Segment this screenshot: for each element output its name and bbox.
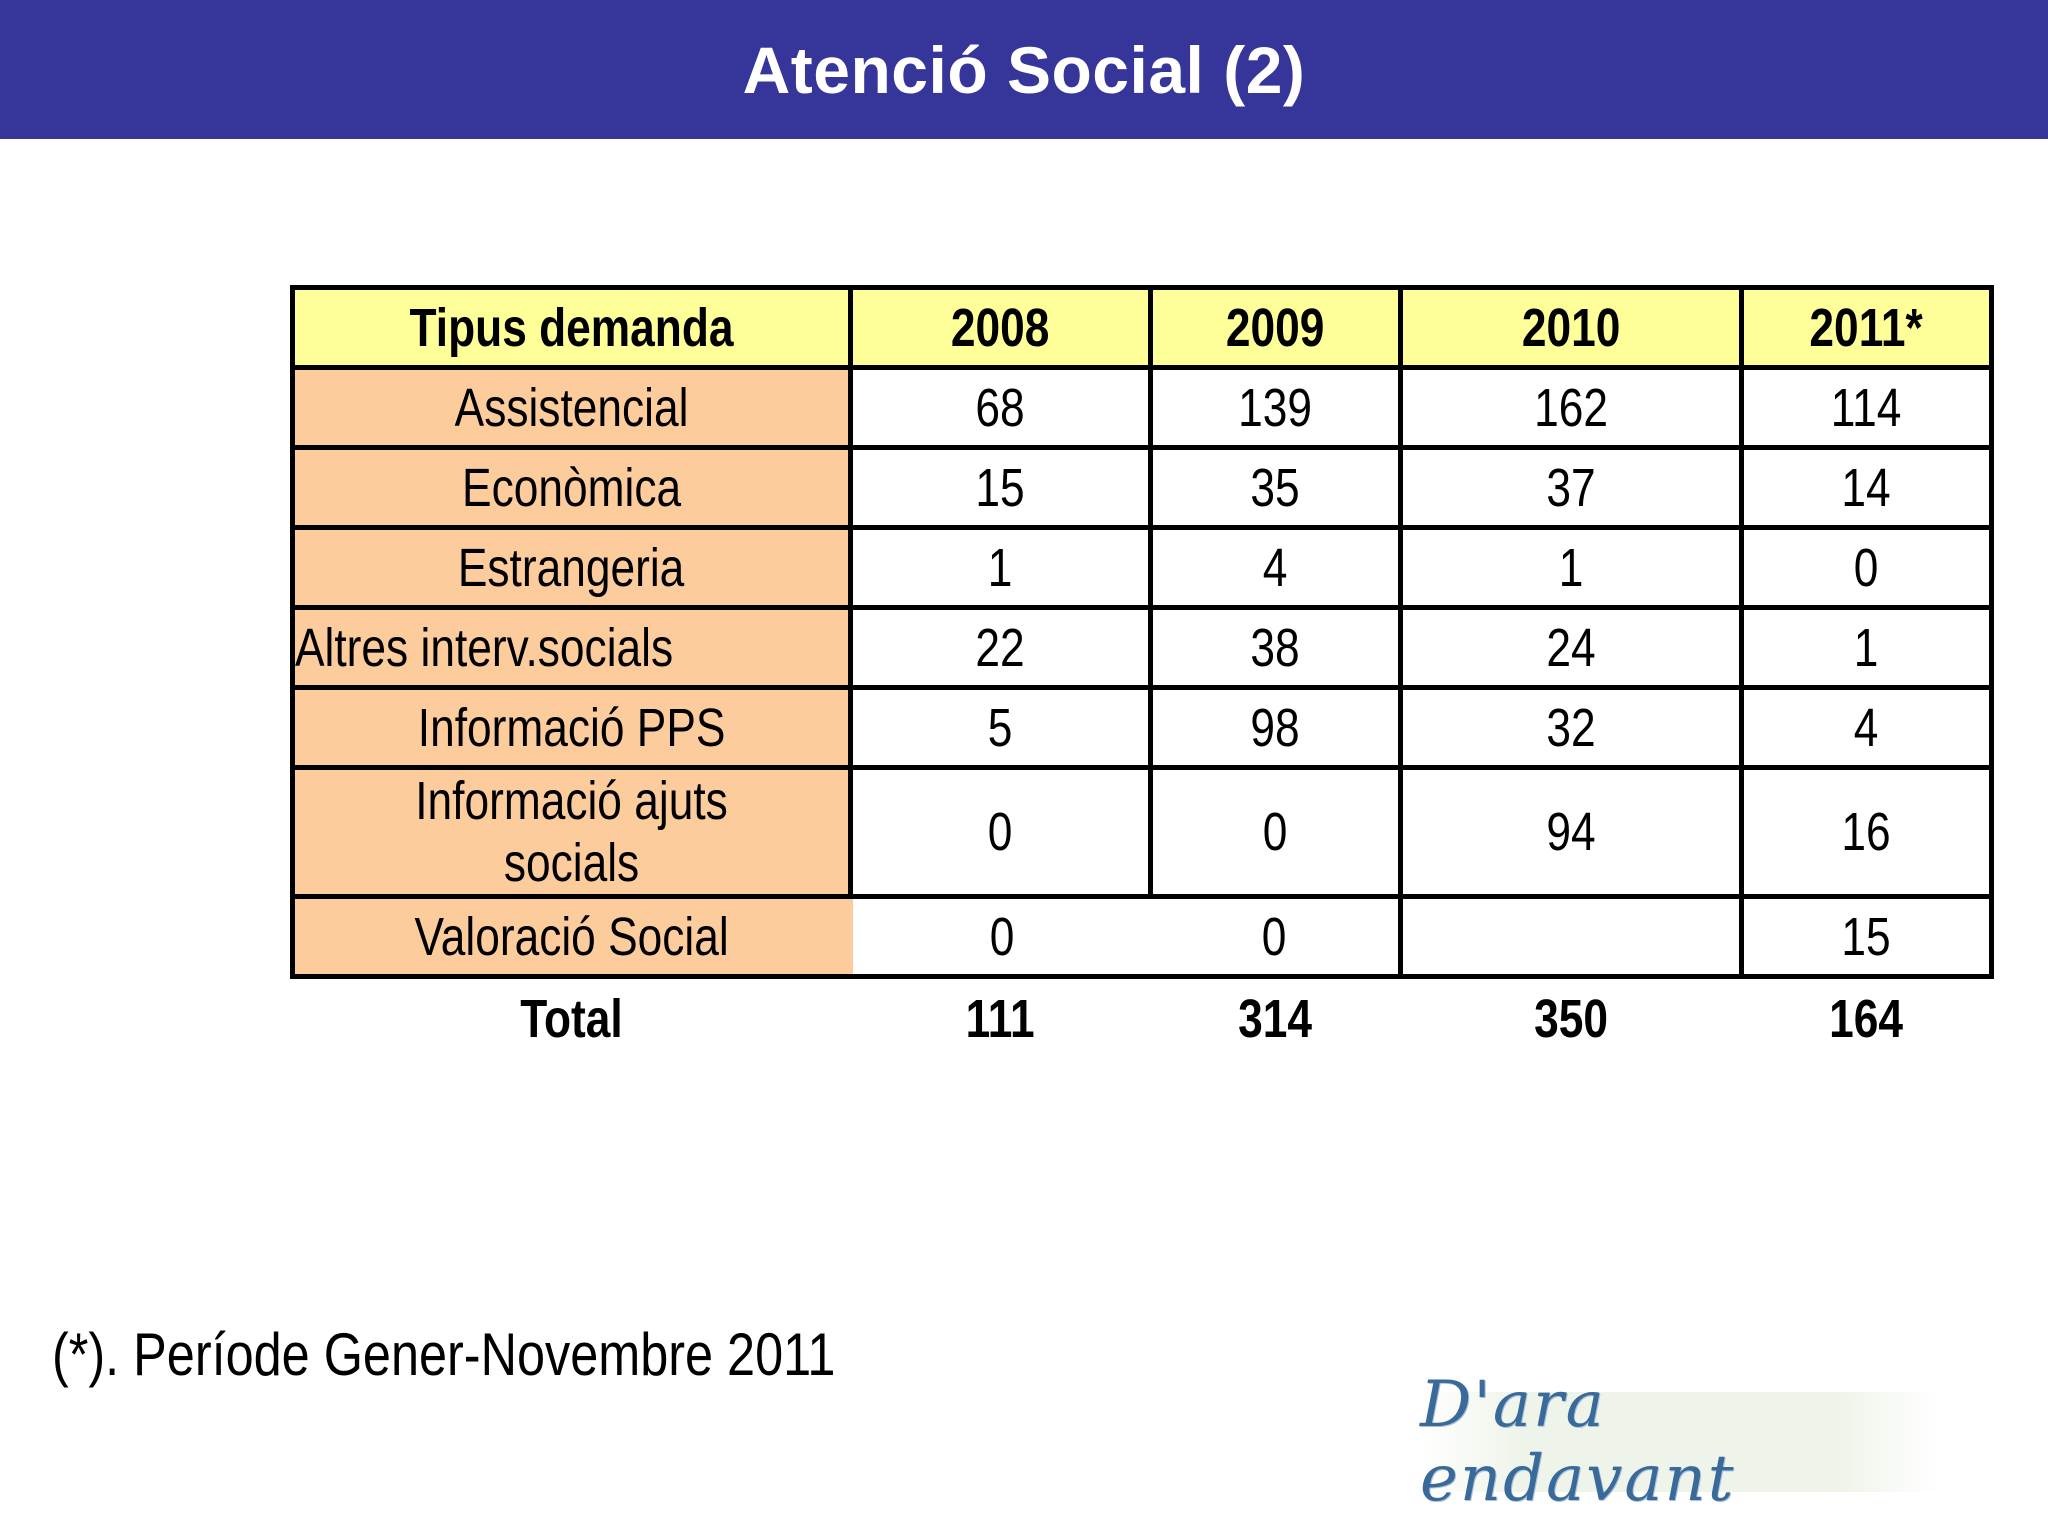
table-cell: 162 — [1398, 365, 1744, 450]
column-header-2009: 2009 — [1148, 285, 1403, 370]
table-cell: 4 — [1739, 685, 1994, 770]
row-label: Econòmica — [290, 445, 853, 530]
row-label: Informació ajuts socials — [290, 765, 853, 899]
table-cell: 16 — [1739, 765, 1994, 899]
logo: D'ara endavant — [1420, 1368, 1940, 1516]
table-cell: 0 — [1150, 894, 1403, 979]
table-cell: 0 — [848, 894, 1151, 979]
table-cell: 98 — [1148, 685, 1403, 770]
table-cell: 4 — [1148, 525, 1403, 610]
total-cell: 164 — [1829, 989, 1904, 1049]
table-cell: 37 — [1398, 445, 1744, 530]
table-row: Informació ajuts socials 0 0 94 16 — [290, 765, 1994, 899]
table-cell: 1 — [848, 525, 1153, 610]
data-table: Tipus demanda 2008 2009 2010 2011* Assis… — [290, 285, 1994, 1059]
table-row: Assistencial 68 139 162 114 — [290, 365, 1994, 450]
table-row: Econòmica 15 35 37 14 — [290, 445, 1994, 530]
table-cell: 0 — [1739, 525, 1994, 610]
table-cell: 94 — [1398, 765, 1744, 899]
table-cell: 24 — [1398, 605, 1744, 690]
table-row: Altres interv.socials 22 38 24 1 — [290, 605, 1994, 690]
table-row: Valoració Social 0 0 15 — [290, 894, 1994, 979]
column-header-2011: 2011* — [1739, 285, 1994, 370]
total-row: Total 111 314 350 164 — [293, 977, 1992, 1060]
total-cell: 350 — [1534, 989, 1608, 1049]
table-cell: 5 — [848, 685, 1153, 770]
column-header-2010: 2010 — [1398, 285, 1744, 370]
table-cell: 22 — [848, 605, 1153, 690]
row-label: Estrangeria — [290, 525, 853, 610]
table-cell: 14 — [1739, 445, 1994, 530]
table-cell: 1 — [1398, 525, 1744, 610]
table-cell: 0 — [848, 765, 1153, 899]
table-row: Estrangeria 1 4 1 0 — [290, 525, 1994, 610]
total-label: Total — [520, 989, 623, 1049]
row-label: Assistencial — [290, 365, 853, 450]
page-title: Atenció Social (2) — [742, 32, 1306, 107]
logo-text: D'ara endavant — [1420, 1368, 1736, 1516]
table-cell: 1 — [1739, 605, 1994, 690]
total-cell: 111 — [965, 989, 1035, 1049]
column-header-2008: 2008 — [848, 285, 1153, 370]
table-cell: 35 — [1148, 445, 1403, 530]
table-cell: 0 — [1148, 765, 1403, 899]
total-cell: 314 — [1238, 989, 1313, 1049]
table-header-row: Tipus demanda 2008 2009 2010 2011* — [290, 285, 1994, 370]
table-cell: 15 — [1739, 894, 1994, 979]
table-cell: 32 — [1398, 685, 1744, 770]
table-cell: 15 — [848, 445, 1153, 530]
data-table-container: Tipus demanda 2008 2009 2010 2011* Assis… — [290, 285, 1994, 1059]
table-cell — [1398, 894, 1744, 979]
row-label: Valoració Social — [290, 894, 853, 979]
column-header-tipus: Tipus demanda — [290, 285, 853, 370]
table-cell: 114 — [1739, 365, 1994, 450]
table-cell: 38 — [1148, 605, 1403, 690]
title-bar: Atenció Social (2) — [0, 0, 2048, 139]
row-label: Altres interv.socials — [290, 605, 853, 690]
table-cell: 139 — [1148, 365, 1403, 450]
footnote: (*). Període Gener-Novembre 2011 — [52, 1321, 836, 1388]
table-cell: 68 — [848, 365, 1153, 450]
table-row: Informació PPS 5 98 32 4 — [290, 685, 1994, 770]
row-label: Informació PPS — [290, 685, 853, 770]
